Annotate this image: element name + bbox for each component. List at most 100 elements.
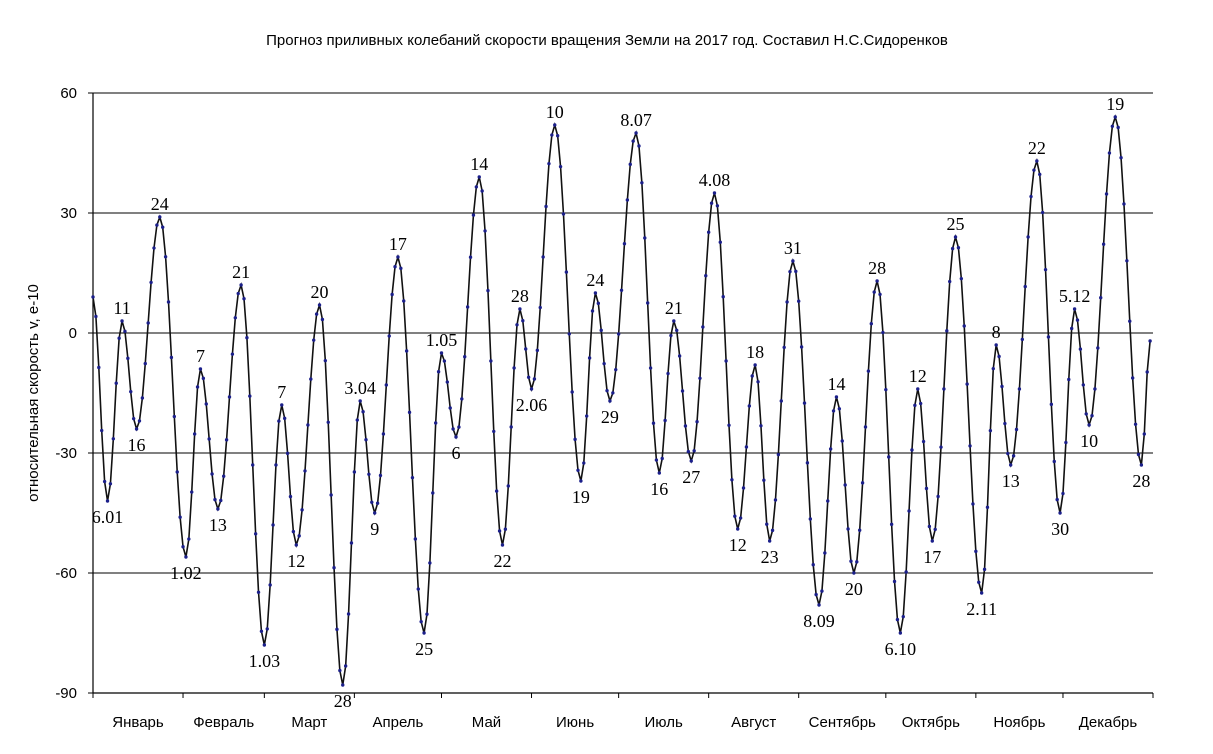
x-tick-label: Ноябрь	[993, 714, 1045, 731]
extremum-label: 21	[232, 262, 250, 282]
data-point	[445, 380, 450, 384]
data-point	[852, 571, 856, 575]
data-point	[634, 131, 638, 135]
data-point	[277, 419, 281, 423]
data-point	[1032, 168, 1036, 172]
data-point	[509, 425, 513, 429]
data-point	[823, 551, 827, 555]
data-point	[436, 370, 441, 374]
data-point	[756, 380, 760, 384]
y-tick-label: -60	[55, 565, 77, 582]
data-point	[326, 420, 330, 424]
data-point	[698, 376, 702, 380]
extremum-label: 8.09	[803, 611, 835, 631]
data-point	[1043, 267, 1048, 272]
data-point	[503, 527, 508, 531]
data-point	[404, 349, 409, 353]
label-layer: 6.01 11 16 24 1.02 7 13 21 1.03 7 12 20 28 3.04 9 17 25 1…	[92, 94, 1151, 711]
data-point	[358, 399, 362, 403]
data-point	[680, 389, 685, 393]
data-point	[500, 543, 505, 547]
data-point	[1128, 319, 1132, 323]
data-point	[901, 614, 905, 619]
extremum-label: 28	[511, 286, 529, 306]
data-point	[201, 376, 206, 381]
data-point	[744, 445, 749, 449]
data-point	[985, 505, 990, 510]
data-point	[367, 472, 371, 477]
data-point	[433, 421, 438, 425]
data-point	[538, 305, 542, 310]
data-point	[1000, 384, 1004, 389]
data-point	[265, 627, 269, 631]
data-point	[291, 529, 296, 534]
data-point	[169, 355, 174, 360]
data-point	[884, 387, 888, 392]
data-point	[381, 432, 386, 436]
axis-layer: 60 30 0 -30 -60 -90 Январь Февраль Март Апрель Май…	[55, 85, 1154, 731]
data-point	[129, 389, 133, 394]
data-point	[1026, 235, 1030, 239]
y-tick-label: 30	[60, 205, 77, 222]
data-point	[355, 418, 359, 422]
x-tick-label: Август	[731, 714, 776, 731]
data-point	[242, 297, 246, 301]
data-point	[988, 428, 993, 433]
data-point	[1014, 427, 1019, 432]
data-point	[799, 345, 804, 349]
data-point	[701, 325, 705, 329]
data-point	[979, 591, 984, 595]
data-point	[1142, 432, 1146, 436]
data-point	[431, 491, 435, 495]
data-point	[306, 423, 310, 427]
data-point	[631, 139, 635, 143]
data-point	[518, 307, 522, 311]
extremum-label: 18	[746, 342, 764, 362]
data-point	[172, 414, 177, 419]
data-point	[695, 420, 699, 424]
x-tick-label: Декабрь	[1079, 714, 1138, 731]
data-point	[465, 305, 470, 309]
data-point	[1119, 156, 1123, 160]
data-point	[102, 479, 107, 484]
extremum-label: 4.08	[699, 170, 731, 190]
data-point	[869, 322, 874, 326]
data-point	[190, 490, 194, 494]
data-point	[1110, 124, 1115, 128]
data-point	[361, 409, 365, 414]
data-point	[227, 395, 232, 399]
data-point	[753, 363, 757, 367]
data-point	[936, 494, 940, 499]
data-point	[619, 288, 624, 292]
extremum-label: 5.12	[1059, 286, 1091, 306]
data-point	[770, 528, 775, 533]
data-point	[660, 456, 664, 461]
data-point	[1006, 451, 1010, 456]
data-point	[251, 463, 255, 467]
data-point	[857, 528, 862, 532]
data-point	[692, 449, 696, 453]
extremum-label: 6.01	[92, 507, 124, 527]
data-point	[271, 523, 275, 527]
data-point	[913, 403, 917, 408]
data-point	[451, 427, 455, 431]
extremum-label: 1.02	[170, 563, 202, 583]
data-point	[282, 416, 287, 421]
data-point	[733, 514, 737, 518]
data-point	[329, 493, 333, 497]
extremum-label: 20	[845, 579, 863, 599]
data-point	[727, 423, 731, 427]
data-point	[140, 396, 145, 400]
data-point	[317, 303, 322, 307]
data-point	[576, 468, 580, 472]
data-point	[706, 230, 711, 234]
data-point	[628, 162, 632, 167]
data-point	[489, 359, 493, 363]
data-point	[831, 409, 836, 413]
extremum-label: 12	[909, 366, 927, 386]
data-point	[111, 437, 116, 441]
data-point	[387, 334, 391, 338]
data-point	[640, 181, 644, 185]
data-point	[997, 354, 1001, 359]
data-point	[802, 401, 807, 405]
